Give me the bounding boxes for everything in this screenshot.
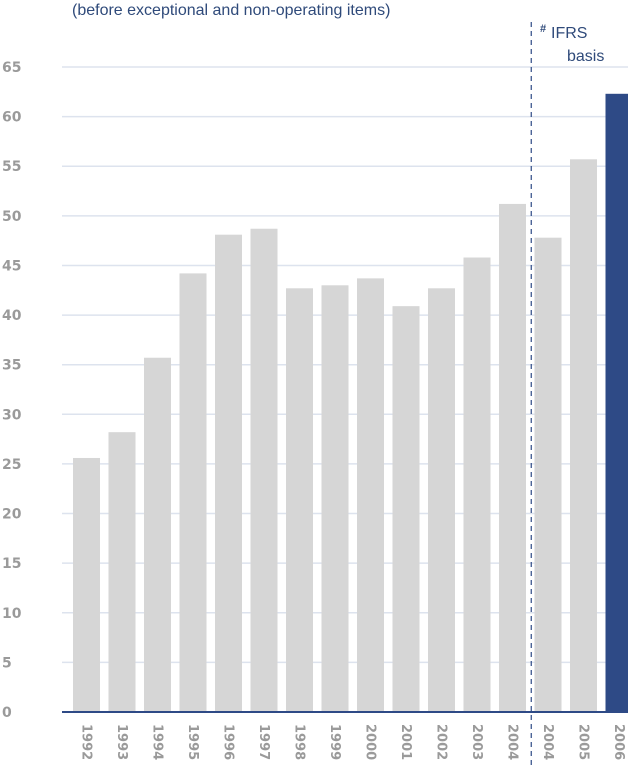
x-tick-label: 2004 [540, 724, 555, 760]
y-tick-label: 15 [2, 556, 21, 572]
bars [73, 93, 628, 713]
x-tick-label: 2006 [611, 724, 626, 760]
y-tick-label: 55 [2, 159, 21, 175]
bar [357, 278, 384, 712]
bar [73, 457, 100, 712]
bar [605, 93, 628, 713]
x-tick-label: 1997 [256, 724, 271, 760]
y-tick-label: 35 [2, 358, 21, 374]
x-tick-label: 1998 [292, 724, 307, 760]
y-axis-ticks: 0 5 10 15 20 25 30 35 40 45 50 55 60 65 [2, 60, 22, 721]
x-tick-label: 1995 [185, 724, 200, 760]
bar [499, 203, 526, 712]
y-tick-label: 40 [2, 308, 22, 324]
y-tick-label: 30 [2, 407, 22, 423]
x-tick-label: 1992 [79, 724, 94, 760]
x-tick-label: 1994 [150, 724, 165, 760]
bar [392, 306, 420, 712]
y-tick-label: 10 [2, 606, 22, 622]
y-tick-label: 50 [2, 209, 22, 225]
y-tick-label: 20 [2, 507, 22, 523]
bar [108, 432, 136, 712]
bar [534, 237, 562, 712]
y-tick-label: 45 [2, 258, 21, 274]
chart-subtitle: (before exceptional and non-operating it… [72, 2, 390, 19]
y-tick-label: 5 [2, 655, 12, 671]
ifrs-footnote-mark: # [540, 23, 546, 35]
ifrs-annotation-line2: basis [567, 48, 604, 65]
x-tick-label: 2002 [434, 724, 449, 760]
x-tick-label: 1996 [221, 724, 236, 760]
bar [570, 159, 597, 713]
x-tick-label: 1999 [327, 724, 342, 760]
y-tick-label: 60 [2, 110, 22, 126]
bar [463, 257, 491, 712]
y-tick-label: 25 [2, 457, 21, 473]
ifrs-annotation-line1: IFRS [551, 25, 587, 42]
x-tick-label: 2003 [469, 724, 484, 760]
x-tick-label: 2004 [505, 724, 520, 760]
bar [144, 357, 171, 712]
x-tick-label: 2005 [576, 724, 591, 760]
bar [179, 273, 207, 712]
x-axis-ticks: 1992 1993 1994 1995 1996 1997 1998 1999 2000 2001… [79, 724, 627, 760]
x-tick-label: 1993 [114, 724, 129, 760]
bar [215, 234, 242, 712]
y-tick-label: 65 [2, 60, 21, 76]
x-tick-label: 2000 [363, 724, 378, 760]
bar [321, 285, 349, 712]
y-tick-label: 0 [2, 705, 12, 721]
bar [428, 288, 455, 712]
x-tick-label: 2001 [398, 724, 413, 760]
bar [250, 228, 278, 712]
bar [286, 288, 313, 712]
